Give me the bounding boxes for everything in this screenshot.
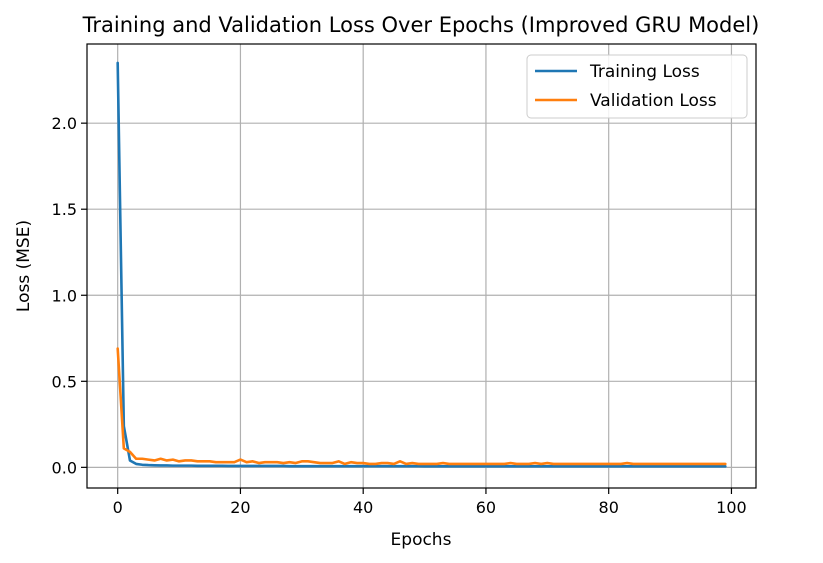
x-tick-label: 0 <box>113 498 123 517</box>
legend-box <box>526 54 748 119</box>
plot-frame <box>86 43 757 489</box>
series-line-validation-loss <box>116 347 727 466</box>
series-layer <box>116 61 727 468</box>
y-tick-label: 0.0 <box>52 458 77 477</box>
y-tick-label: 2.0 <box>52 114 77 133</box>
x-tick-label: 60 <box>476 498 496 517</box>
y-tick-label: 0.5 <box>52 372 77 391</box>
x-tick-label: 40 <box>353 498 373 517</box>
legend-label-training-loss: Training Loss <box>589 62 700 82</box>
x-tick-label: 20 <box>230 498 250 517</box>
y-axis: 0.0 0.5 1.0 1.5 2.0 <box>52 114 87 477</box>
series-line-training-loss <box>116 61 727 468</box>
x-tick-label: 80 <box>599 498 619 517</box>
x-tick-label: 100 <box>716 498 747 517</box>
x-axis-label: Epochs <box>391 530 452 550</box>
chart-title: Training and Validation Loss Over Epochs… <box>82 13 760 37</box>
y-tick-label: 1.0 <box>52 286 77 305</box>
y-axis-label: Loss (MSE) <box>14 220 34 312</box>
legend: Training Loss Validation Loss <box>526 54 748 119</box>
legend-label-validation-loss: Validation Loss <box>590 91 717 111</box>
x-axis: 0 20 40 60 80 100 <box>113 488 747 517</box>
y-tick-label: 1.5 <box>52 200 77 219</box>
